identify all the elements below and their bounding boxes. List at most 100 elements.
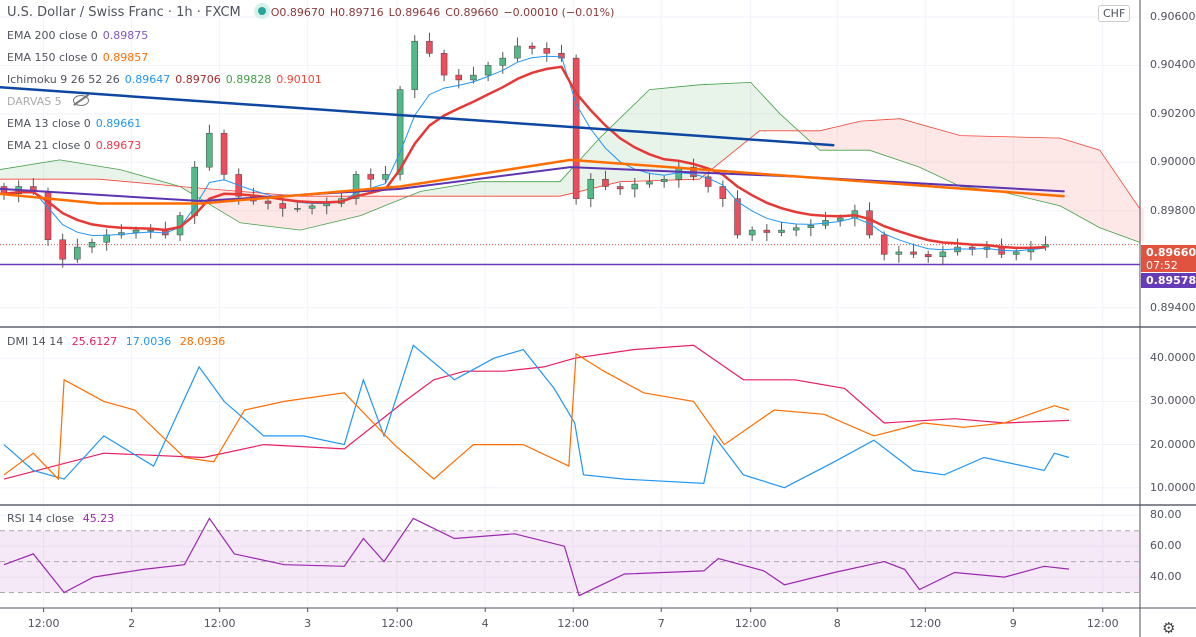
ichimoku-cloud-segment bbox=[689, 85, 697, 180]
candle-up bbox=[778, 229, 785, 233]
ichimoku-cloud-segment bbox=[256, 192, 264, 226]
ichimoku-cloud-segment bbox=[43, 161, 51, 180]
indicator-label: EMA 13 close 0 bbox=[7, 117, 91, 130]
indicator-legend[interactable]: EMA 21 close 0 0.89673 bbox=[7, 139, 146, 152]
ichimoku-cloud-segment bbox=[645, 89, 653, 181]
candle-up bbox=[836, 217, 844, 221]
dmi-plusminus-di-line bbox=[3, 344, 1070, 489]
ohlc-close: C0.89660 bbox=[445, 6, 499, 19]
ichimoku-cloud-segment bbox=[425, 189, 433, 197]
candle-up bbox=[1012, 251, 1020, 255]
candle-down bbox=[426, 40, 433, 54]
ichimoku-cloud-segment bbox=[872, 119, 880, 154]
dmi-minus-di-line bbox=[3, 352, 1070, 481]
ichimoku-cloud-segment bbox=[6, 167, 15, 180]
y-axis-tick-label: 0.90600 bbox=[1150, 9, 1196, 23]
indicator-value: 0.90101 bbox=[276, 73, 322, 86]
indicator-label: EMA 200 close 0 bbox=[7, 29, 98, 42]
ichimoku-cloud-segment bbox=[278, 194, 286, 229]
ichimoku-cloud-segment bbox=[366, 196, 374, 214]
candle-down bbox=[59, 239, 66, 260]
ichimoku-cloud-segment bbox=[1099, 150, 1108, 231]
x-axis-tick-label: 12:00 bbox=[381, 617, 413, 630]
indicator-legend[interactable]: EMA 13 close 0 0.89661 bbox=[7, 117, 146, 130]
x-axis-tick-label: 8 bbox=[833, 617, 841, 630]
ichimoku-cloud-segment bbox=[857, 120, 866, 151]
dmi-legend[interactable]: DMI 14 14 25.6127 17.0036 28.0936 bbox=[7, 335, 230, 348]
ichimoku-cloud-segment bbox=[637, 93, 646, 182]
ichimoku-cloud-segment bbox=[65, 160, 73, 180]
ichimoku-cloud-segment bbox=[931, 127, 939, 177]
candle-down bbox=[924, 254, 932, 258]
currency-button[interactable]: CHF bbox=[1098, 5, 1131, 22]
ichimoku-cloud-segment bbox=[285, 195, 293, 230]
indicator-legend[interactable]: EMA 150 close 0 0.89857 bbox=[7, 51, 153, 64]
ichimoku-cloud-segment bbox=[307, 196, 316, 229]
x-axis-tick-label: 3 bbox=[304, 617, 312, 630]
y-axis-tick-label: 30.0000 bbox=[1150, 394, 1196, 408]
dmi-adx-line bbox=[3, 344, 1070, 480]
ichimoku-cloud-segment bbox=[80, 163, 88, 180]
candle-down bbox=[220, 132, 228, 175]
indicator-legend[interactable]: Ichimoku 9 26 52 26 0.89647 0.89706 0.89828… bbox=[7, 73, 327, 86]
candle-up bbox=[514, 45, 521, 59]
candle-down bbox=[734, 198, 741, 236]
ichimoku-cloud-segment bbox=[1070, 141, 1078, 216]
y-axis-tick-label: 40.00 bbox=[1150, 570, 1182, 584]
ichimoku-cloud-segment bbox=[505, 181, 514, 197]
ichimoku-cloud-segment bbox=[1085, 145, 1093, 224]
indicator-legend[interactable]: DARVAS 5 bbox=[7, 95, 94, 108]
ichimoku-cloud-segment bbox=[916, 123, 924, 170]
ichimoku-cloud-segment bbox=[997, 136, 1005, 193]
ichimoku-cloud-segment bbox=[476, 181, 484, 197]
ichimoku-span-a-line bbox=[0, 81, 1140, 243]
ichimoku-cloud-segment bbox=[138, 174, 147, 184]
settings-gear-icon[interactable]: ⚙ bbox=[1162, 619, 1176, 637]
candle-down bbox=[602, 178, 609, 187]
y-axis-tick-label: 60.00 bbox=[1150, 539, 1182, 553]
ichimoku-cloud-segment bbox=[1063, 138, 1071, 212]
candle-up bbox=[411, 40, 419, 90]
ohlc-change: −0.00010 (−0.01%) bbox=[503, 6, 615, 19]
ichimoku-cloud-segment bbox=[1004, 136, 1012, 195]
ichimoku-cloud-segment bbox=[226, 190, 235, 220]
symbol-title[interactable]: U.S. Dollar / Swiss Franc · 1h · FXCM bbox=[7, 5, 241, 20]
trend-line bbox=[0, 85, 835, 147]
x-axis-tick-label: 12:00 bbox=[203, 617, 236, 630]
ema-21-line bbox=[3, 65, 1046, 250]
ichimoku-cloud-segment bbox=[711, 83, 719, 170]
candle-up bbox=[103, 234, 110, 243]
ichimoku-cloud-segment bbox=[1129, 193, 1137, 242]
hidden-eye-icon[interactable] bbox=[72, 95, 89, 106]
ichimoku-cloud-segment bbox=[1026, 137, 1034, 200]
ichimoku-cloud-segment bbox=[461, 183, 470, 197]
ichimoku-cloud-segment bbox=[36, 162, 44, 180]
y-axis-tick-label: 20.0000 bbox=[1150, 437, 1196, 451]
ichimoku-cloud-segment bbox=[725, 83, 734, 158]
ichimoku-cloud-segment bbox=[703, 84, 712, 176]
ichimoku-cloud-segment bbox=[87, 164, 95, 180]
ichimoku-cloud-segment bbox=[322, 196, 330, 225]
ichimoku-cloud-segment bbox=[116, 169, 125, 182]
candle-down bbox=[910, 251, 917, 255]
rsi-legend[interactable]: RSI 14 close 45.23 bbox=[7, 512, 119, 525]
candle-down bbox=[279, 203, 286, 209]
ichimoku-cloud-segment bbox=[109, 167, 117, 181]
candle-up bbox=[206, 132, 213, 168]
indicator-legend[interactable]: EMA 200 close 0 0.89875 bbox=[7, 29, 153, 42]
x-axis-tick-label: 12:00 bbox=[557, 617, 590, 630]
candle-up bbox=[939, 251, 947, 258]
ichimoku-cloud-segment bbox=[718, 83, 726, 164]
candle-down bbox=[719, 186, 727, 199]
ichimoku-cloud-segment bbox=[58, 160, 66, 180]
ohlc-open: O0.89670 bbox=[270, 6, 325, 19]
rsi-value: 45.23 bbox=[82, 512, 115, 525]
ichimoku-cloud-segment bbox=[945, 131, 954, 184]
ichimoku-cloud-segment bbox=[989, 136, 998, 191]
x-axis-tick-label: 12:00 bbox=[909, 617, 942, 630]
dmi-adx-value: 25.6127 bbox=[71, 335, 118, 348]
candle-up bbox=[396, 89, 404, 175]
y-axis-tick-label: 0.90200 bbox=[1150, 106, 1196, 120]
ichimoku-cloud-segment bbox=[153, 179, 161, 185]
